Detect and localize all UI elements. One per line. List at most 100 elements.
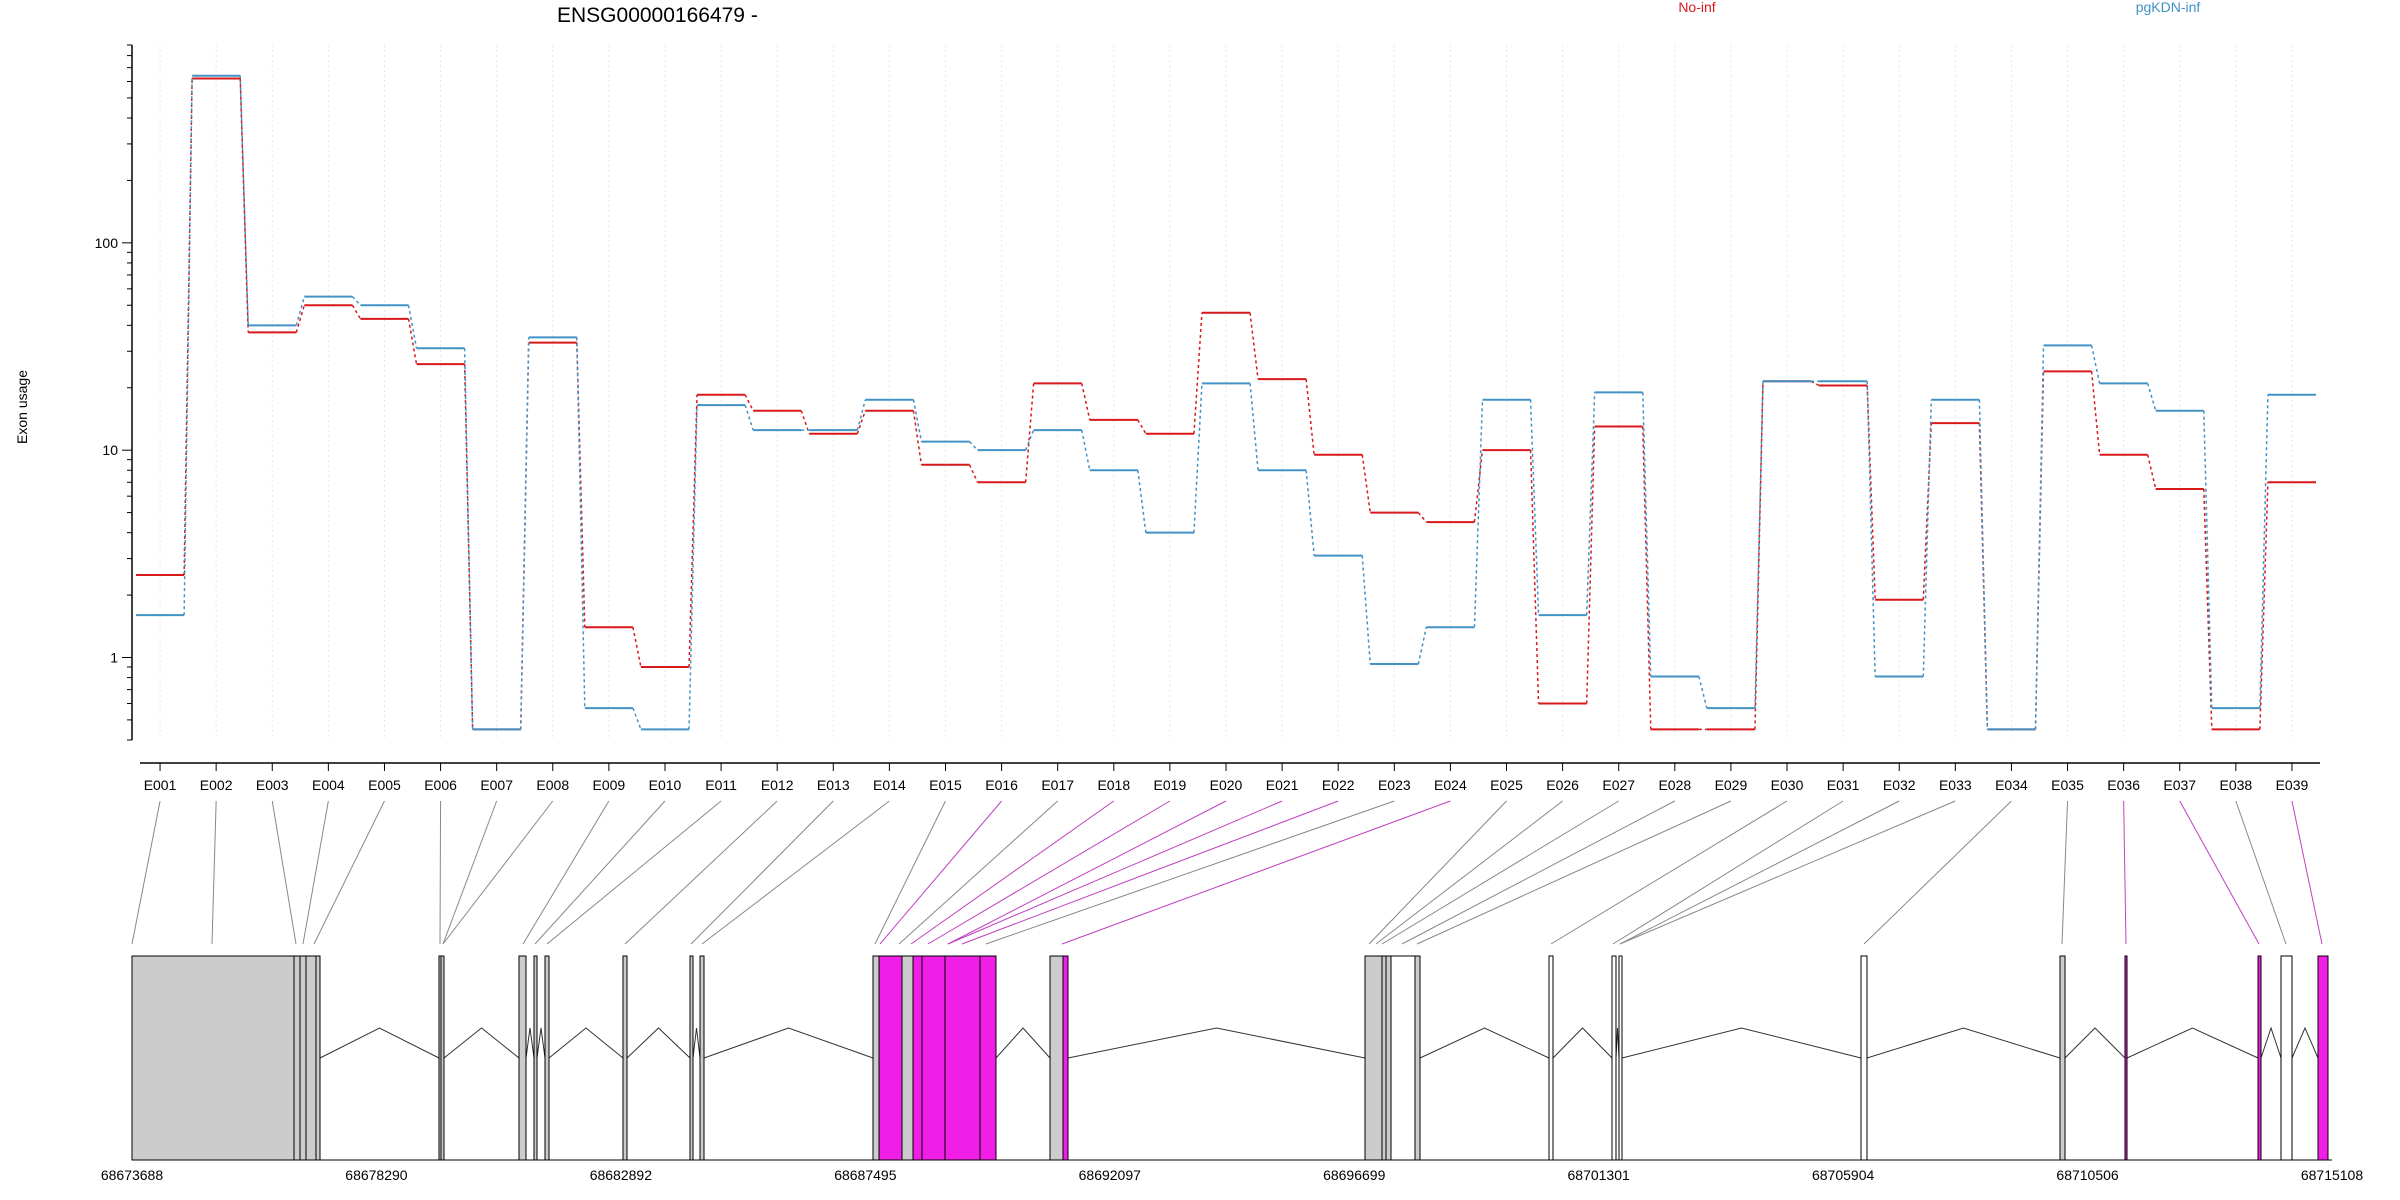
series-connector xyxy=(632,627,642,668)
series-connector xyxy=(1642,426,1652,730)
exon-connector-line xyxy=(442,800,498,945)
x-tick-label: E037 xyxy=(2163,777,2196,793)
series-connector xyxy=(2146,454,2157,490)
series-connector xyxy=(2203,488,2213,730)
exon-block xyxy=(979,955,997,1161)
exon-block xyxy=(1414,955,1421,1161)
series-connector xyxy=(1081,383,1091,421)
x-tick-label: E010 xyxy=(649,777,682,793)
coordinate-tick-label: 68682892 xyxy=(590,1167,653,1183)
exon-connector-line xyxy=(624,800,778,945)
series-connector xyxy=(1529,450,1540,704)
exon-connector-line xyxy=(1401,800,1676,945)
series-connector xyxy=(1137,470,1147,533)
gene-model-track xyxy=(131,955,2329,1161)
exon-block xyxy=(533,955,538,1161)
x-tick-label: E032 xyxy=(1883,777,1916,793)
exon-block xyxy=(1385,955,1392,1161)
exon-connector-line xyxy=(271,800,297,945)
exon-block xyxy=(944,955,981,1161)
series-connector xyxy=(688,405,698,730)
series-connector xyxy=(1193,312,1203,434)
series-connector xyxy=(968,441,979,451)
legend-label-pgkdn-inf: pgKDN-inf xyxy=(2136,0,2201,15)
exon-connector-line xyxy=(442,800,554,945)
exon-block xyxy=(440,955,445,1161)
series-connector xyxy=(1024,383,1035,483)
series-connector xyxy=(1081,429,1091,471)
x-tick-label: E004 xyxy=(312,777,345,793)
x-tick-label: E028 xyxy=(1658,777,1691,793)
series-connector xyxy=(688,394,698,668)
intron xyxy=(626,1027,691,1059)
x-tick-label: E005 xyxy=(368,777,401,793)
x-tick-label: E033 xyxy=(1939,777,1972,793)
x-tick-label: E034 xyxy=(1995,777,2028,793)
series-connector xyxy=(1978,399,1989,730)
exon-block xyxy=(2059,955,2066,1161)
exon-block xyxy=(131,955,295,1161)
x-tick-label: E036 xyxy=(2107,777,2140,793)
exon-connector-line xyxy=(879,800,1002,945)
series-connector xyxy=(1305,470,1315,556)
series-connector xyxy=(1193,383,1203,533)
y-tick-label: 100 xyxy=(95,235,119,251)
gridlines xyxy=(159,45,2293,740)
exon-block xyxy=(305,955,317,1161)
exon-block xyxy=(872,955,880,1161)
exon-block xyxy=(1860,955,1868,1161)
series-connector xyxy=(1473,450,1484,523)
series-connector xyxy=(351,304,362,320)
series-pgkdn-inf xyxy=(136,74,2316,731)
series-connector xyxy=(2146,383,2157,411)
exon-connector-line xyxy=(1368,800,1507,945)
x-tick-label: E038 xyxy=(2219,777,2252,793)
exon-block xyxy=(2280,955,2293,1161)
x-tick-label: E012 xyxy=(761,777,794,793)
exon-connector-line xyxy=(546,800,722,945)
series-connector xyxy=(1585,392,1596,616)
exon-connector-line xyxy=(313,800,385,945)
exon-connector-line xyxy=(701,800,890,945)
x-tick-label: E014 xyxy=(873,777,906,793)
intron xyxy=(2064,1027,2126,1059)
exon-block xyxy=(1049,955,1064,1161)
series-connector xyxy=(239,78,249,333)
series-connector xyxy=(856,410,867,434)
coordinate-tick-label: 68710506 xyxy=(2056,1167,2119,1183)
x-tick-label: E015 xyxy=(929,777,962,793)
exon-connector-line xyxy=(1375,800,1563,945)
series-connector xyxy=(1417,627,1428,665)
exon-connector-line xyxy=(211,800,217,945)
series-connector xyxy=(519,337,530,730)
series-connector xyxy=(2090,371,2101,455)
intron xyxy=(2291,1026,2319,1059)
exon-connector-line xyxy=(2291,800,2323,945)
series-connector xyxy=(1417,512,1427,523)
series-connector xyxy=(295,296,306,326)
series-connector xyxy=(1585,426,1596,704)
x-tick-label: E008 xyxy=(536,777,569,793)
exon-connector-line xyxy=(910,800,1115,945)
x-tick-label: E017 xyxy=(1041,777,1074,793)
x-tick-label: E021 xyxy=(1266,777,1299,793)
coordinate-tick-label: 68673688 xyxy=(101,1167,164,1183)
series-connector xyxy=(2203,410,2213,709)
x-axis: E001 E002 E003 E004 E005 E006 E007 E008 E009 E010… xyxy=(140,762,2320,793)
exon-block xyxy=(689,955,694,1161)
series-connector xyxy=(1922,423,1933,600)
exon-connector-line xyxy=(961,800,1339,945)
intron xyxy=(1621,1027,1862,1059)
x-tick-label: E009 xyxy=(593,777,626,793)
exon-block xyxy=(1062,955,1069,1161)
series-connector xyxy=(968,464,979,483)
x-tick-label: E001 xyxy=(144,777,177,793)
series-connector xyxy=(2090,345,2101,384)
intron xyxy=(1067,1027,1366,1059)
x-tick-label: E029 xyxy=(1715,777,1748,793)
series-connector xyxy=(576,337,586,709)
intron xyxy=(1866,1027,2061,1059)
plot-area xyxy=(136,74,2316,731)
series-connector xyxy=(1754,381,1764,709)
